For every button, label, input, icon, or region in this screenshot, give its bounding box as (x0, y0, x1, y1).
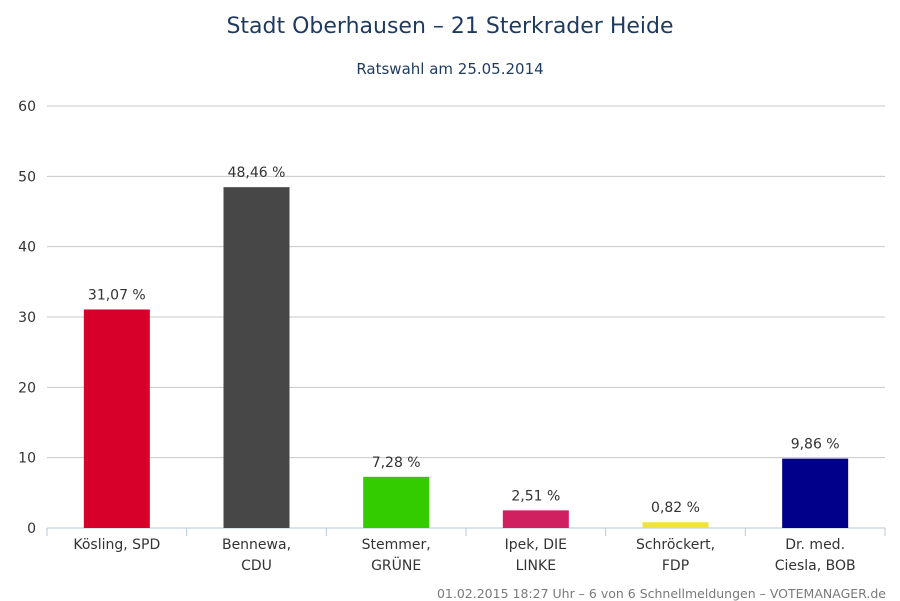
x-category-label: FDP (662, 558, 689, 574)
data-label: 9,86 % (791, 437, 840, 453)
y-tick-label: 60 (18, 99, 36, 115)
y-tick-label: 30 (18, 310, 36, 326)
y-tick-label: 20 (18, 380, 36, 396)
data-label: 0,82 % (651, 500, 700, 516)
bar (363, 476, 430, 528)
chart-subtitle: Ratswahl am 25.05.2014 (356, 60, 544, 78)
chart-title: Stadt Oberhausen – 21 Sterkrader Heide (226, 14, 674, 39)
bar (223, 187, 290, 528)
data-label: 2,51 % (511, 488, 560, 504)
x-category-label: Kösling, SPD (73, 537, 160, 553)
x-category-label: Ciesla, BOB (775, 558, 856, 574)
data-label: 48,46 % (228, 165, 286, 181)
y-tick-label: 50 (18, 169, 36, 185)
x-category-label: Bennewa, (222, 537, 291, 553)
x-category-label: Schröckert, (636, 537, 715, 553)
y-tick-label: 10 (18, 451, 36, 467)
bar (782, 458, 849, 528)
x-category-label: GRÜNE (371, 556, 421, 574)
y-tick-label: 0 (27, 521, 36, 537)
x-category-label: CDU (241, 558, 272, 574)
data-label: 31,07 % (88, 287, 146, 303)
x-category-label: Stemmer, (362, 537, 431, 553)
data-label: 7,28 % (372, 455, 421, 471)
bar (642, 522, 709, 528)
x-category-label: Ipek, DIE (505, 537, 567, 553)
x-category-label: LINKE (516, 558, 556, 574)
bar (83, 309, 150, 528)
x-category-label: Dr. med. (785, 537, 845, 553)
footer-credit[interactable]: 01.02.2015 18:27 Uhr – 6 von 6 Schnellme… (436, 586, 886, 601)
bar (502, 510, 569, 528)
y-tick-label: 40 (18, 240, 36, 256)
